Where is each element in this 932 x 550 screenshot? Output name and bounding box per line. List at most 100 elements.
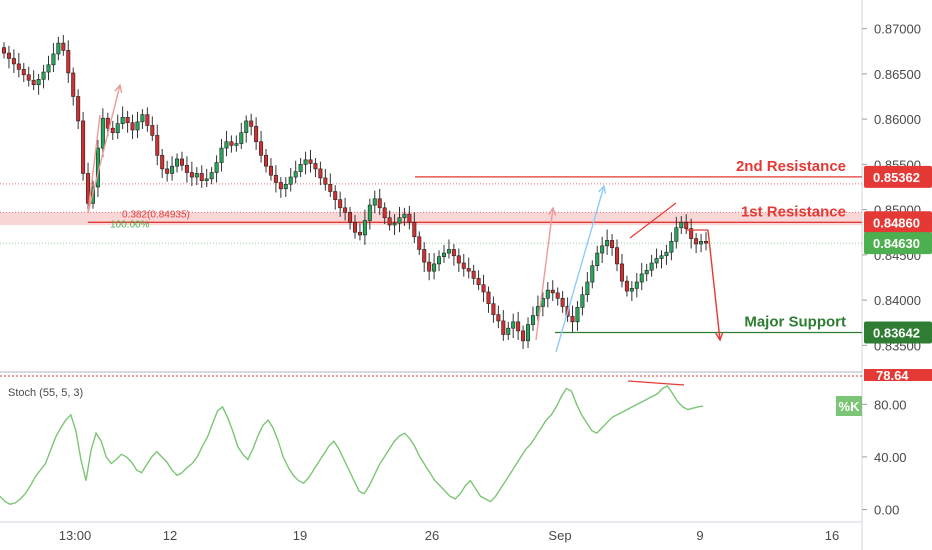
grid-lines — [0, 0, 863, 550]
candle-body — [100, 117, 105, 149]
candles — [1, 34, 708, 349]
candle-body — [36, 79, 41, 86]
candle-body — [679, 221, 684, 229]
candle-body — [110, 127, 115, 134]
resistance-2-price-tag: 0.85362 — [873, 170, 920, 185]
resistance-2-label: 2nd Resistance — [736, 158, 846, 175]
candle-body — [338, 199, 343, 209]
candle-body — [130, 122, 135, 131]
candle-body — [199, 173, 204, 181]
candle-body — [639, 273, 644, 283]
candle-body — [550, 289, 555, 294]
candle-body — [303, 159, 308, 165]
candle-body — [184, 164, 189, 173]
candle-body — [229, 141, 234, 146]
candle-body — [476, 278, 481, 286]
time-axis[interactable]: 13:00 12 19 26 Sep 9 16 — [59, 528, 840, 543]
candle-body — [1, 47, 7, 54]
candle-body — [6, 52, 11, 59]
price-axis[interactable]: 0.870000.865000.860000.855000.850000.845… — [862, 22, 921, 518]
candle-body — [506, 327, 511, 335]
candle-body — [526, 324, 531, 342]
candle-body — [684, 221, 689, 229]
candle-body — [402, 213, 407, 219]
candle-body — [21, 69, 26, 76]
candle-body — [664, 251, 669, 257]
drawn-arrow — [87, 84, 121, 214]
candle-body — [278, 182, 283, 190]
candle-body — [397, 217, 402, 224]
candle-body — [634, 281, 639, 289]
drawn-arrow-head — [114, 83, 123, 93]
candle-body — [333, 191, 338, 200]
candle-body — [140, 114, 145, 123]
candle-body — [644, 269, 649, 275]
candle-body — [155, 135, 160, 156]
time-tick-label: 26 — [425, 528, 439, 543]
resistance-1-label: 1st Resistance — [741, 203, 846, 220]
candle-body — [605, 240, 610, 247]
price-tick-label: 0.86000 — [874, 112, 921, 127]
candle-body — [511, 321, 516, 329]
drawn-arrow — [555, 185, 605, 353]
candle-body — [412, 221, 417, 238]
price-tick-label: 0.84000 — [874, 293, 921, 308]
candle-body — [367, 204, 372, 221]
osc-current-tag-bg — [864, 369, 932, 381]
candle-body — [466, 268, 471, 272]
candle-body — [66, 50, 71, 74]
drawn-arrow — [87, 114, 101, 214]
candle-body — [239, 132, 244, 144]
candle-body — [387, 217, 392, 226]
candle-body — [150, 125, 155, 136]
drawn-arrow — [535, 207, 554, 341]
candle-body — [372, 198, 377, 206]
osc-tick-label: 40.00 — [874, 450, 907, 465]
series-k-badge: %K — [839, 399, 861, 414]
level-lines: 0.382(0.84935)100.00% 2nd Resistance 1st R… — [0, 158, 862, 334]
candle-body — [496, 314, 501, 322]
candle-body — [590, 265, 595, 283]
candle-body — [427, 261, 432, 272]
candle-body — [575, 307, 580, 323]
fib-level-label: 0.382(0.84935) — [122, 210, 190, 221]
time-tick-label: Sep — [548, 528, 571, 543]
candle-body — [298, 164, 303, 172]
candle-body — [348, 212, 353, 223]
candle-body — [417, 236, 422, 250]
candle-body — [446, 249, 451, 254]
candle-body — [323, 177, 328, 185]
candle-body — [619, 263, 624, 282]
candle-body — [288, 176, 293, 185]
candle-body — [481, 284, 486, 293]
time-tick-label: 9 — [696, 528, 703, 543]
candle-body — [471, 270, 476, 279]
candle-body — [61, 42, 66, 51]
candle-body — [259, 141, 264, 156]
candle-body — [76, 96, 81, 122]
candle-body — [249, 120, 254, 127]
candle-body — [254, 126, 259, 143]
candle-body — [585, 281, 590, 295]
candle-body — [56, 42, 61, 55]
price-tick-label: 0.87000 — [874, 22, 921, 37]
candle-body — [283, 183, 288, 190]
candle-body — [629, 288, 634, 292]
stochastic-line — [0, 384, 704, 505]
candle-body — [214, 162, 219, 173]
candle-body — [669, 241, 674, 253]
candle-body — [521, 330, 526, 342]
candle-body — [165, 168, 170, 174]
candle-body — [530, 315, 535, 325]
drawn-arrow-head — [598, 184, 607, 195]
candle-body — [135, 121, 140, 131]
divergence-line — [629, 202, 677, 239]
fib-base-label: 100.00% — [110, 220, 150, 231]
candle-body — [486, 291, 491, 305]
candle-body — [81, 120, 86, 174]
candle-body — [71, 72, 76, 97]
support-label: Major Support — [744, 314, 846, 331]
drawing-annotations — [87, 83, 724, 353]
candle-body — [610, 240, 615, 248]
